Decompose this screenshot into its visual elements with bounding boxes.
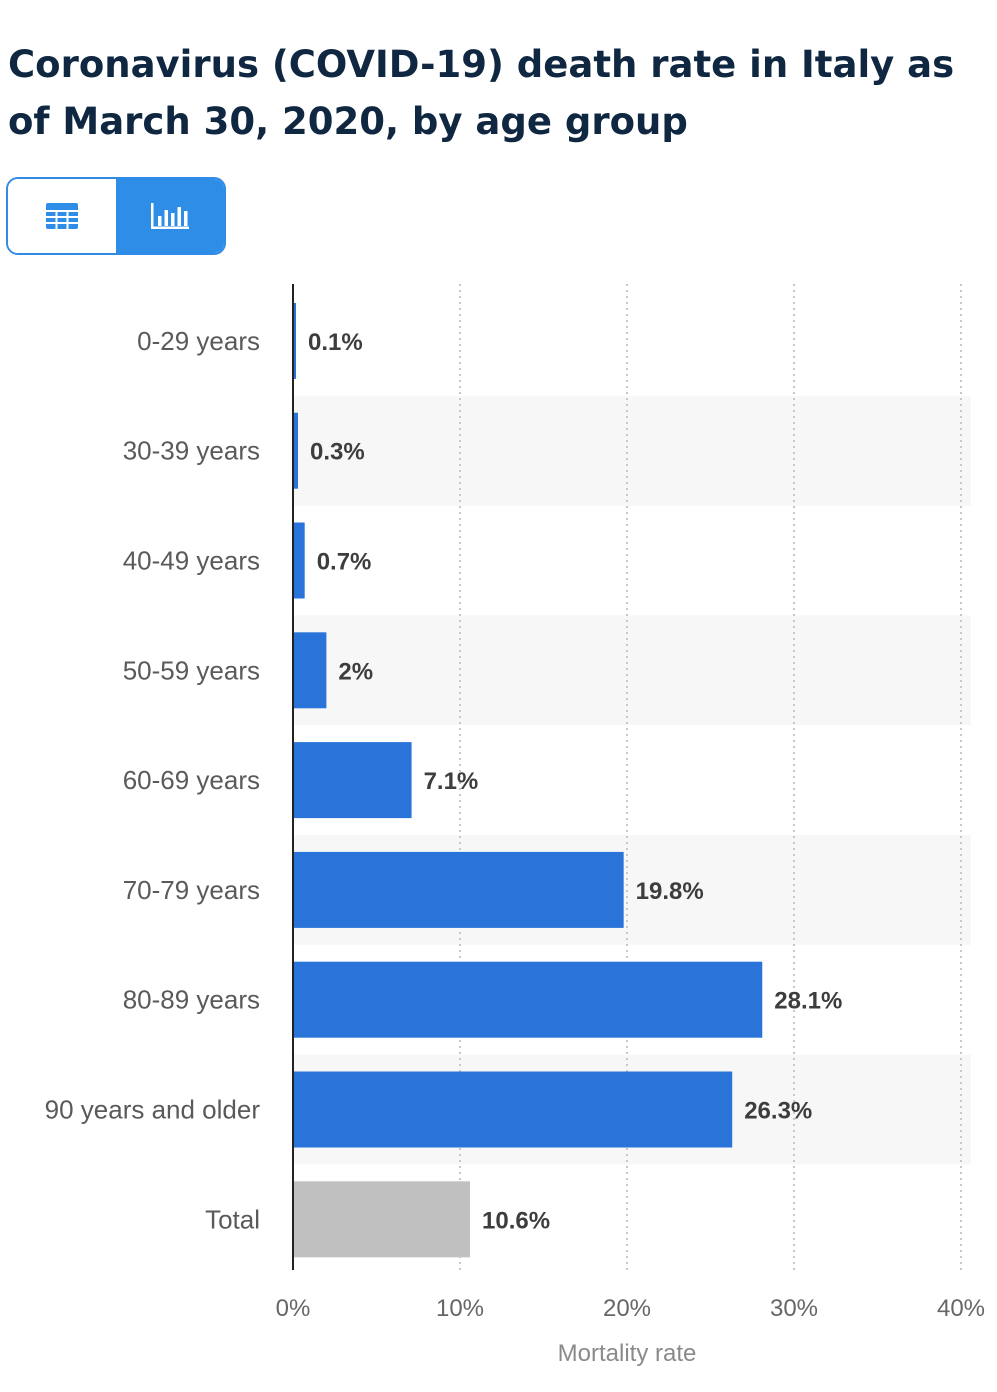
x-tick-label: 0% — [276, 1295, 311, 1322]
x-tick-label: 20% — [603, 1295, 651, 1322]
category-label: 90 years and older — [45, 1095, 261, 1125]
value-label: 19.8% — [636, 878, 704, 905]
table-icon — [46, 203, 78, 229]
chart-view-button[interactable] — [116, 179, 224, 253]
bar-chart-icon — [151, 203, 189, 229]
category-label: 60-69 years — [123, 765, 260, 795]
bar[interactable] — [293, 742, 412, 819]
x-axis-ticks: 0% 10% 20% 30% 40% — [276, 1295, 985, 1322]
x-tick-label: 10% — [436, 1295, 484, 1322]
value-label: 0.1% — [308, 329, 363, 356]
value-label: 26.3% — [744, 1098, 812, 1125]
category-label: 0-29 years — [137, 326, 260, 356]
gridlines — [459, 284, 962, 1270]
category-label: 50-59 years — [123, 655, 260, 685]
bar[interactable] — [293, 1181, 471, 1258]
bar[interactable] — [293, 412, 299, 489]
table-view-button[interactable] — [8, 179, 116, 253]
bars — [293, 302, 763, 1258]
value-label: 0.7% — [317, 549, 372, 576]
category-labels: 0-29 years 30-39 years 40-49 years 50-59 ye… — [45, 326, 261, 1234]
bar[interactable] — [293, 1071, 733, 1148]
chart-title: Coronavirus (COVID-19) death rate in Ita… — [8, 43, 955, 143]
row-stripe — [293, 395, 971, 506]
x-tick-label: 40% — [937, 1295, 985, 1322]
value-label: 0.3% — [310, 439, 365, 466]
category-label: 80-89 years — [123, 985, 260, 1015]
value-label: 2% — [338, 658, 373, 685]
bar[interactable] — [293, 302, 296, 379]
category-label: 40-49 years — [123, 546, 260, 576]
bar[interactable] — [293, 851, 624, 928]
bar-chart: 0-29 years 30-39 years 40-49 years 50-59 ye… — [45, 284, 985, 1367]
value-label: 10.6% — [482, 1207, 550, 1234]
value-labels: 0.1% 0.3% 0.7% 2% 7.1% 19.8% 28.1% 26.3% 10.6% — [308, 329, 842, 1234]
category-label: 70-79 years — [123, 875, 260, 905]
value-label: 28.1% — [774, 988, 842, 1015]
category-label: Total — [205, 1204, 260, 1234]
row-stripe — [293, 615, 971, 726]
x-axis-title: Mortality rate — [558, 1340, 697, 1367]
view-toggle — [6, 177, 226, 255]
bar[interactable] — [293, 632, 327, 709]
value-label: 7.1% — [424, 768, 479, 795]
x-tick-label: 30% — [770, 1295, 818, 1322]
category-label: 30-39 years — [123, 436, 260, 466]
bar[interactable] — [293, 522, 305, 599]
bar[interactable] — [293, 961, 763, 1038]
